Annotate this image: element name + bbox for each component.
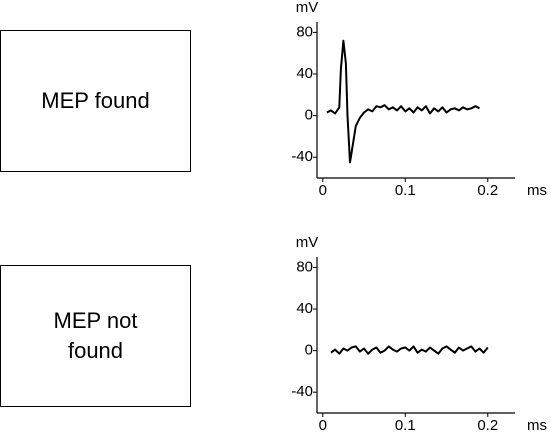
y-tick-label: 0 xyxy=(305,107,313,124)
x-tick-label: 0.1 xyxy=(395,182,416,199)
x-tick-label: 0.1 xyxy=(395,417,416,434)
x-tick-label: 0.2 xyxy=(477,417,498,434)
signal-line xyxy=(330,345,489,355)
y-axis-label: mV xyxy=(296,234,319,251)
y-tick-label: 80 xyxy=(296,258,313,275)
y-tick-label: 80 xyxy=(296,23,313,40)
y-tick-label: -40 xyxy=(291,148,313,165)
x-tick-label: 0.2 xyxy=(477,182,498,199)
y-tick-label: -40 xyxy=(291,383,313,400)
status-label: MEP not found xyxy=(53,308,138,363)
y-tick-label: 40 xyxy=(296,300,313,317)
status-box: MEP found xyxy=(0,30,191,172)
x-axis-label: ms xyxy=(527,417,547,434)
x-tick-label: 0 xyxy=(319,417,327,434)
x-axis-label: ms xyxy=(527,182,547,199)
y-tick-label: 40 xyxy=(296,65,313,82)
status-box: MEP not found xyxy=(0,265,191,407)
y-tick-label: 0 xyxy=(305,342,313,359)
x-tick-label: 0 xyxy=(319,182,327,199)
y-axis-label: mV xyxy=(296,0,319,16)
status-label: MEP found xyxy=(41,88,150,113)
signal-line xyxy=(326,39,480,164)
